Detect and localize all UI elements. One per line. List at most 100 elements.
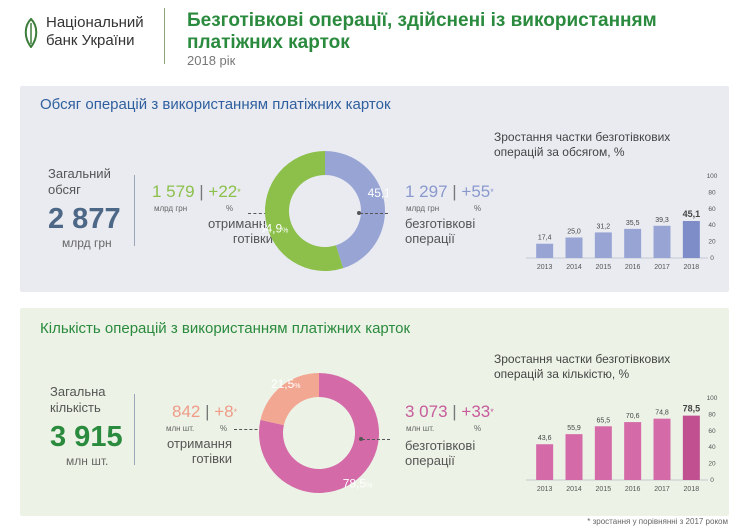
volume-cash-value: 1 579 [152, 182, 195, 201]
volume-chart-title: Зростання частки безготівкових операцій … [494, 130, 694, 160]
volume-bars-bar-label-2015: 31,2 [597, 223, 611, 230]
volume-bars-xtick-2014: 2014 [566, 264, 582, 271]
volume-donut-chart: 45,1% 54,9% [262, 151, 388, 271]
volume-cash-unit: млрд грн [154, 204, 188, 213]
count-panel: Кількість операцій з використанням платі… [20, 308, 729, 516]
count-total-label-line1: Загальна [50, 384, 106, 399]
volume-cash-label-line2: готівки [232, 231, 273, 246]
volume-noncash-label: безготівкові операції [405, 216, 475, 246]
volume-bars-bar-2018 [682, 221, 700, 258]
volume-bars-bar-label-2013: 17,4 [538, 235, 552, 242]
count-bars-bar-2017 [653, 418, 671, 480]
count-donut-slice-1 [259, 373, 379, 493]
count-bars-xtick-2017: 2017 [654, 486, 670, 493]
volume-bars-bar-label-2017: 39,3 [655, 217, 669, 224]
count-bars-bar-label-2016: 70,6 [626, 413, 640, 420]
volume-total-label: Загальний обсяг [48, 166, 111, 198]
count-bars-bar-label-2017: 74,8 [655, 410, 669, 417]
volume-bars-xtick-2016: 2016 [625, 264, 641, 271]
volume-divider [134, 175, 135, 246]
volume-bars-xtick-2015: 2015 [596, 264, 612, 271]
count-noncash-value: 3 073 [405, 402, 448, 421]
volume-bars-bar-2013 [536, 243, 554, 258]
volume-bars-bar-label-2016: 35,5 [626, 220, 640, 227]
count-donut-slice-label-2: 21,5% [271, 377, 301, 391]
volume-cash-figures: 1 579 | +22* [152, 182, 241, 201]
volume-total-value: 2 877 [48, 203, 121, 235]
count-bars-xtick-2018: 2018 [684, 486, 700, 493]
count-noncash-pct-unit: % [474, 424, 482, 433]
volume-noncash-asterisk: * [490, 187, 494, 197]
count-chart-title-line1: Зростання частки безготівкових [494, 352, 671, 366]
volume-bars-bar-label-2018: 45,1 [683, 209, 701, 219]
count-cash-growth: +8 [214, 402, 234, 421]
count-cash-asterisk: * [233, 407, 238, 417]
volume-bars-ytick-60: 60 [708, 206, 716, 213]
volume-panel: Обсяг операцій з використанням платіжних… [20, 86, 729, 292]
count-total-unit: млн шт. [66, 454, 109, 468]
count-bars-ytick-100: 100 [707, 395, 718, 402]
volume-bars-bar-2014 [565, 237, 583, 258]
volume-noncash-figures: 1 297 | +55* [405, 182, 494, 201]
count-bars-ytick-20: 20 [708, 461, 716, 468]
count-noncash-figures: 3 073 | +33* [405, 402, 494, 421]
count-cash-label-line1: отримання [167, 436, 232, 451]
count-noncash-label-line2: операції [405, 453, 455, 468]
count-cash-figures: 842 | +8* [172, 402, 238, 421]
volume-noncash-unit: млрд грн [406, 204, 440, 213]
volume-panel-title: Обсяг операцій з використанням платіжних… [40, 96, 391, 113]
count-bars-bar-label-2018: 78,5 [683, 404, 701, 414]
count-bars-bar-label-2014: 55,9 [567, 425, 581, 432]
volume-bars-bar-label-2014: 25,0 [567, 229, 581, 236]
count-cash-unit: млн шт. [166, 424, 195, 433]
volume-donut-slice-label-1: 45,1% [368, 186, 388, 200]
volume-noncash-growth: +55 [461, 182, 491, 201]
volume-donut-slice-2 [265, 151, 344, 271]
count-noncash-label: безготівкові операції [405, 438, 475, 468]
volume-bar-chart: 100 80 60 40 20 0 17,4 2013 25,0 2014 31,2 2015 35,5… [526, 173, 718, 271]
volume-noncash-value: 1 297 [405, 182, 448, 201]
count-cash-pct-unit: % [220, 424, 228, 433]
count-panel-title: Кількість операцій з використанням платі… [40, 320, 411, 337]
count-noncash-asterisk: * [490, 407, 494, 417]
volume-bars-bar-2016 [624, 228, 642, 258]
count-bars-xtick-2016: 2016 [625, 486, 641, 493]
volume-noncash-leader [360, 213, 388, 214]
volume-total-unit: млрд грн [62, 236, 112, 250]
volume-cash-growth: +22 [208, 182, 238, 201]
count-cash-value: 842 [172, 402, 201, 421]
page-title-line1: Безготівкові операції, здійснені із вико… [187, 10, 657, 31]
count-noncash-label-line1: безготівкові [405, 438, 476, 453]
count-total-label: Загальна кількість [50, 384, 106, 416]
count-cash-leader [234, 429, 278, 430]
volume-bars-bar-2017 [653, 225, 671, 258]
volume-total-label-line2: обсяг [48, 182, 81, 197]
header-divider [164, 8, 165, 64]
count-chart-title-line2: операцій за кількістю, % [494, 367, 630, 381]
bank-name-line1: Національний [46, 14, 144, 31]
volume-bars-ytick-100: 100 [707, 173, 718, 180]
volume-noncash-leader-dot [357, 211, 361, 215]
volume-bars-xtick-2018: 2018 [684, 264, 700, 271]
count-bar-chart: 100 80 60 40 20 0 43,6 2013 55,9 2014 65,5 2015 70,6… [526, 395, 718, 493]
volume-total-label-line1: Загальний [48, 166, 111, 181]
volume-cash-pct-unit: % [226, 204, 234, 213]
count-total-value: 3 915 [50, 421, 123, 453]
count-noncash-leader-dot [359, 437, 363, 441]
nbu-logo-icon [20, 17, 42, 49]
volume-chart-title-line1: Зростання частки безготівкових [494, 130, 671, 144]
volume-donut-slice-label-2: 54,9% [262, 222, 288, 236]
count-bars-bar-2018 [682, 415, 700, 480]
volume-donut-slice-1 [325, 151, 385, 269]
count-bars-bar-2015 [594, 426, 612, 480]
volume-cash-label-line1: отримання [208, 216, 273, 231]
page-year: 2018 рік [187, 53, 236, 68]
count-bars-xtick-2014: 2014 [566, 486, 582, 493]
bank-name: Національний банк України [46, 14, 144, 50]
count-bars-bar-label-2015: 65,5 [597, 417, 611, 424]
count-donut-slice-2 [260, 373, 319, 426]
volume-noncash-label-line1: безготівкові [405, 216, 476, 231]
count-chart-title: Зростання частки безготівкових операцій … [494, 352, 694, 382]
count-noncash-unit: млн шт. [406, 424, 435, 433]
volume-bars-ytick-80: 80 [708, 189, 716, 196]
